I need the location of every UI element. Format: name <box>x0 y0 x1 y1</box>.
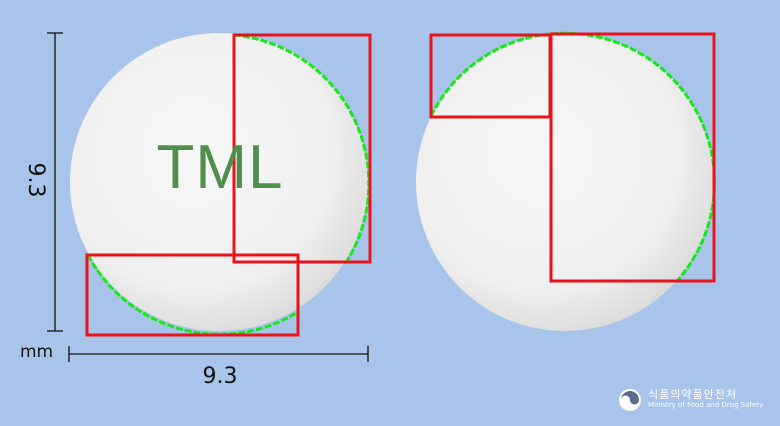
edge-arc-front-bottom <box>86 254 299 336</box>
edge-arc-front-right <box>233 33 371 262</box>
dimension-vertical-label: 9.3 <box>23 162 48 198</box>
detect-box-front-bottom <box>85 253 300 337</box>
tablet-back <box>416 33 714 331</box>
tablet-imprint-front: TML <box>156 133 284 202</box>
dimension-horizontal-label: 9.3 <box>202 364 238 389</box>
agency-name-en: Ministry of Food and Drug Safety <box>648 401 764 409</box>
detect-box-back-right <box>549 32 716 283</box>
detect-box-front-right <box>232 33 372 264</box>
edge-arc-back-topleft <box>429 32 550 117</box>
unit-label: mm <box>20 342 54 362</box>
agency-name-ko: 식품의약품안전처 <box>648 388 737 401</box>
edge-arc-back-right <box>550 31 716 281</box>
mfds-logo-icon <box>619 389 641 411</box>
